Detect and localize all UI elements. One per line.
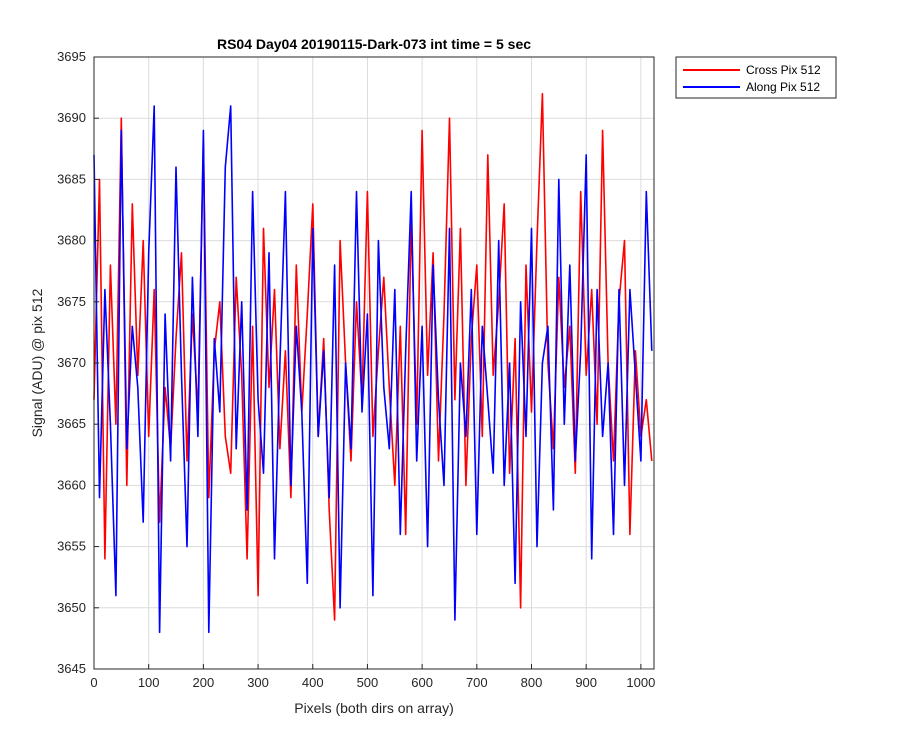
y-tick-label: 3680: [57, 233, 86, 248]
legend-box: [675, 56, 837, 99]
chart-title: RS04 Day04 20190115-Dark-073 int time = …: [217, 36, 531, 52]
y-tick-label: 3685: [57, 171, 86, 186]
y-tick-label: 3645: [57, 661, 86, 676]
legend: Cross Pix 512 Along Pix 512: [675, 56, 837, 99]
y-tick-label: 3675: [57, 294, 86, 309]
x-tick-label: 0: [90, 675, 97, 690]
legend-label-cross: Cross Pix 512: [746, 63, 821, 77]
x-tick-label: 800: [521, 675, 543, 690]
series-line-cross-pix-512: [93, 92, 653, 621]
y-tick-label: 3660: [57, 477, 86, 492]
y-tick-label: 3650: [57, 600, 86, 615]
x-tick-label: 600: [411, 675, 433, 690]
x-tick-label: 300: [247, 675, 269, 690]
series-line-along-pix-512: [93, 105, 653, 634]
y-tick-label: 3665: [57, 416, 86, 431]
x-tick-label: 900: [575, 675, 597, 690]
x-axis-label: Pixels (both dirs on array): [294, 700, 454, 716]
axis-ticks: 0 100 200 300 400 500 600 700 800 900 1000 3645 3650…: [57, 49, 655, 690]
x-tick-label: 400: [302, 675, 324, 690]
y-tick-label: 3690: [57, 110, 86, 125]
series-layer: [93, 92, 653, 634]
x-tick-label: 1000: [626, 675, 655, 690]
x-tick-label: 700: [466, 675, 488, 690]
x-tick-label: 500: [357, 675, 379, 690]
x-tick-label: 100: [138, 675, 160, 690]
x-tick-label: 200: [193, 675, 215, 690]
y-tick-label: 3695: [57, 49, 86, 64]
y-tick-label: 3670: [57, 355, 86, 370]
y-axis-label: Signal (ADU) @ pix 512: [29, 288, 45, 437]
y-tick-label: 3655: [57, 539, 86, 554]
legend-label-along: Along Pix 512: [746, 80, 820, 94]
